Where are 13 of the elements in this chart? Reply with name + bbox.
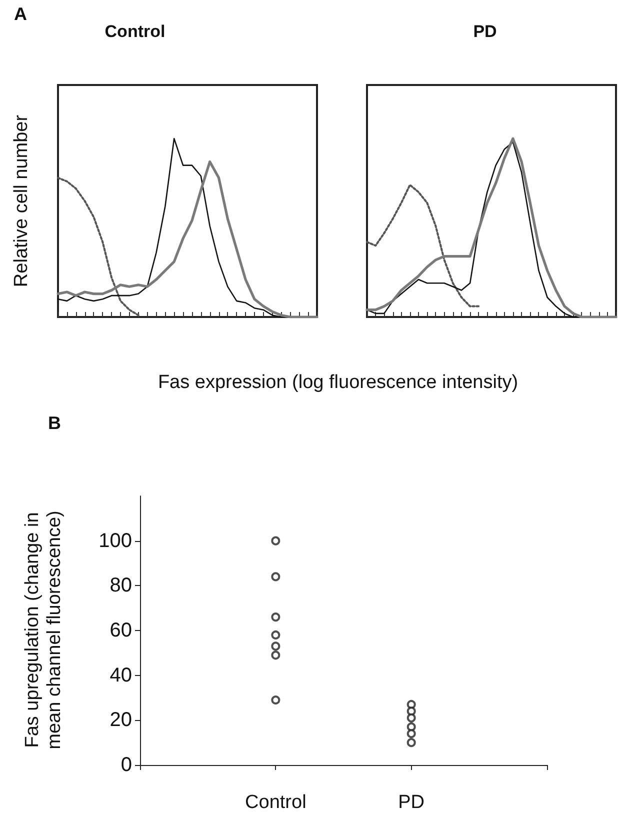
chart-title: Control <box>104 22 166 41</box>
y-tick-label: 0 <box>120 754 132 776</box>
text: A <box>14 4 27 25</box>
y-tick-label: 60 <box>110 620 132 642</box>
text: B <box>48 413 61 434</box>
y-axis-title: Fas upregulation (change in mean channel fluorescence) <box>22 510 66 750</box>
y-tick-label: 100 <box>98 530 132 552</box>
y-tick-label: 80 <box>110 574 132 597</box>
chart-title: PD <box>473 22 497 41</box>
y-tick-label: 40 <box>110 664 132 686</box>
y-tick-label: 20 <box>110 709 132 732</box>
y-axis-title: Relative cell number <box>11 114 33 288</box>
x-axis-title: Fas expression (log fluorescence intensity) <box>158 372 518 394</box>
